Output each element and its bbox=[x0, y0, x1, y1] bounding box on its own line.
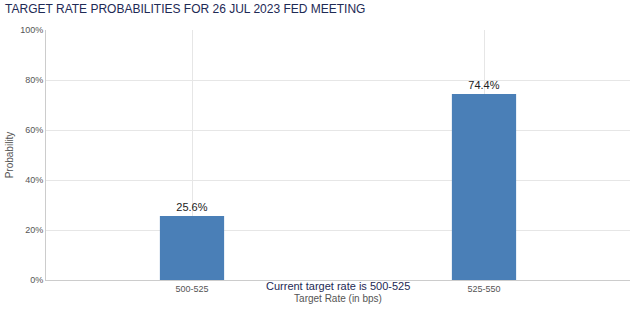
svg-text:TARGET RATE PROBABILITIES FOR: TARGET RATE PROBABILITIES FOR 26 JUL 202… bbox=[5, 2, 365, 16]
svg-text:74.4%: 74.4% bbox=[468, 79, 499, 91]
svg-text:Target Rate (in bps): Target Rate (in bps) bbox=[294, 293, 382, 304]
svg-text:60%: 60% bbox=[25, 125, 43, 135]
svg-text:40%: 40% bbox=[25, 175, 43, 185]
svg-text:20%: 20% bbox=[25, 225, 43, 235]
svg-text:500-525: 500-525 bbox=[175, 284, 208, 294]
svg-text:525-550: 525-550 bbox=[467, 284, 500, 294]
svg-text:80%: 80% bbox=[25, 75, 43, 85]
svg-text:25.6%: 25.6% bbox=[176, 201, 207, 213]
svg-text:0%: 0% bbox=[30, 275, 43, 285]
svg-text:Current target rate is 500-525: Current target rate is 500-525 bbox=[266, 280, 410, 292]
svg-text:100%: 100% bbox=[20, 25, 43, 35]
svg-text:Probability: Probability bbox=[4, 132, 15, 179]
